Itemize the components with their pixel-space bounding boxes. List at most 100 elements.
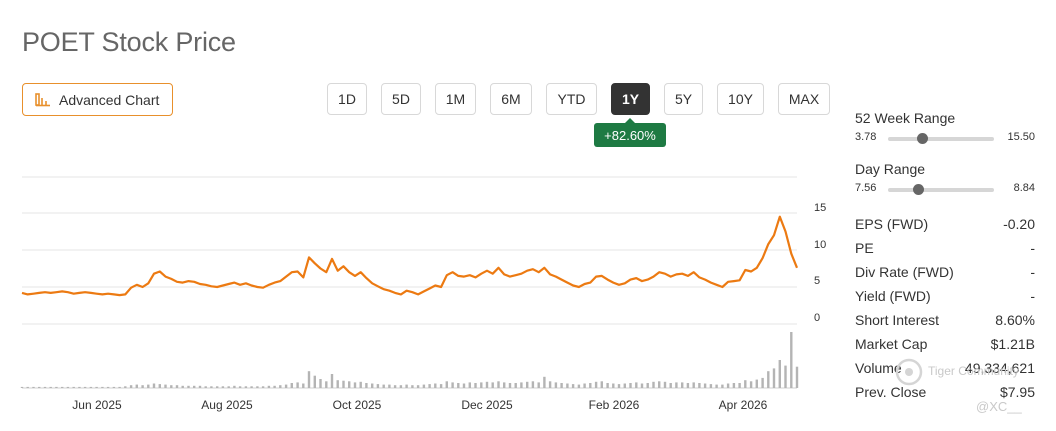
stat-value: $1.21B — [990, 336, 1035, 352]
volume-bar — [118, 386, 121, 388]
volume-bar — [83, 386, 87, 388]
range-button-6m[interactable]: 6M — [490, 83, 532, 115]
volume-bar — [158, 384, 161, 388]
range-button-1y[interactable]: 1Y — [611, 83, 650, 115]
volume-bar — [233, 385, 236, 388]
volume-bar — [20, 386, 24, 388]
x-tick-label: Feb 2026 — [589, 398, 640, 412]
volume-bar — [365, 383, 368, 388]
volume-bar — [55, 386, 58, 388]
volume-bars — [20, 332, 799, 388]
range-button-5y[interactable]: 5Y — [664, 83, 703, 115]
stat-label: EPS (FWD) — [855, 216, 929, 232]
volume-bar — [457, 383, 460, 388]
volume-bar — [755, 379, 758, 388]
stat-row-yield: Yield (FWD) - — [855, 284, 1035, 308]
range-button-max[interactable]: MAX — [778, 83, 830, 115]
range-button-1d[interactable]: 1D — [327, 83, 367, 115]
stat-value: - — [1030, 288, 1035, 304]
volume-bar — [376, 384, 380, 388]
volume-bar — [112, 386, 116, 388]
volume-bar — [336, 380, 339, 388]
volume-bar — [681, 382, 684, 388]
day-range-label: Day Range — [855, 161, 926, 177]
volume-bar — [307, 371, 311, 388]
volume-bar — [32, 386, 35, 388]
day-range-track — [888, 184, 994, 195]
volume-bar — [187, 385, 190, 388]
volume-bar — [612, 383, 615, 388]
volume-bar — [761, 377, 764, 388]
volume-bar — [675, 382, 678, 388]
volume-bar — [348, 381, 351, 388]
stat-row-eps: EPS (FWD) -0.20 — [855, 212, 1035, 236]
volume-bar — [772, 368, 776, 388]
volume-bar — [261, 386, 265, 388]
volume-bar — [279, 385, 282, 388]
volume-bar — [744, 380, 747, 388]
range-button-1m[interactable]: 1M — [435, 83, 476, 115]
volume-bar — [342, 380, 345, 388]
volume-bar — [703, 383, 707, 388]
volume-bar — [451, 382, 454, 388]
week52-range-label: 52 Week Range — [855, 110, 956, 126]
stat-label: Prev. Close — [855, 384, 927, 400]
price-chart[interactable]: 15 10 5 0 Jun 2025 Aug 2025 Oct 2025 Dec… — [0, 160, 835, 431]
week52-range-track — [888, 133, 994, 144]
stat-row-div-rate: Div Rate (FWD) - — [855, 260, 1035, 284]
chart-icon — [35, 92, 51, 107]
volume-bar — [227, 386, 230, 388]
x-tick-label: Jun 2025 — [72, 398, 122, 412]
volume-bar — [210, 386, 213, 388]
volume-bar — [548, 381, 552, 388]
volume-bar — [147, 384, 150, 388]
volume-bar — [393, 385, 397, 388]
volume-bar — [124, 386, 127, 388]
volume-bar — [508, 383, 512, 388]
volume-bar — [571, 384, 575, 388]
y-tick-label: 15 — [814, 202, 826, 214]
volume-bar — [434, 383, 437, 388]
volume-bar — [382, 384, 385, 388]
y-tick-label: 0 — [814, 312, 820, 324]
volume-bar — [416, 385, 420, 388]
volume-bar — [325, 381, 328, 388]
advanced-chart-button[interactable]: Advanced Chart — [22, 83, 173, 116]
volume-bar — [721, 384, 724, 388]
volume-bar — [485, 381, 489, 388]
volume-bar — [767, 371, 770, 388]
volume-bar — [129, 385, 133, 388]
range-button-ytd[interactable]: YTD — [546, 83, 597, 115]
page-title: POET Stock Price — [22, 27, 236, 57]
volume-bar — [784, 365, 787, 388]
volume-bar — [652, 381, 655, 388]
volume-bar — [709, 384, 713, 388]
day-range-marker — [912, 184, 924, 195]
range-button-10y[interactable]: 10Y — [717, 83, 764, 115]
volume-bar — [617, 384, 621, 388]
volume-bar — [520, 382, 523, 388]
volume-bar — [411, 385, 414, 388]
volume-bar — [89, 386, 93, 388]
volume-bar — [554, 382, 558, 388]
volume-bar — [462, 383, 466, 388]
stat-label: Market Cap — [855, 336, 928, 352]
volume-bar — [646, 383, 649, 388]
volume-bar — [640, 383, 644, 388]
stat-row-short-interest: Short Interest 8.60% — [855, 308, 1035, 332]
advanced-chart-label: Advanced Chart — [59, 91, 160, 108]
volume-bar — [296, 382, 299, 388]
volume-bar — [566, 383, 569, 388]
stat-value: $7.95 — [999, 384, 1035, 400]
volume-bar — [589, 383, 592, 388]
stat-row-market-cap: Market Cap $1.21B — [855, 332, 1035, 356]
volume-bar — [256, 386, 259, 388]
volume-bar — [267, 385, 271, 388]
volume-bar — [141, 385, 144, 388]
stat-label: Div Rate (FWD) — [855, 264, 954, 280]
volume-bar — [738, 383, 741, 388]
volume-bar — [359, 381, 362, 388]
range-button-5d[interactable]: 5D — [381, 83, 421, 115]
volume-bar — [422, 384, 426, 388]
x-tick-label: Dec 2025 — [461, 398, 513, 412]
